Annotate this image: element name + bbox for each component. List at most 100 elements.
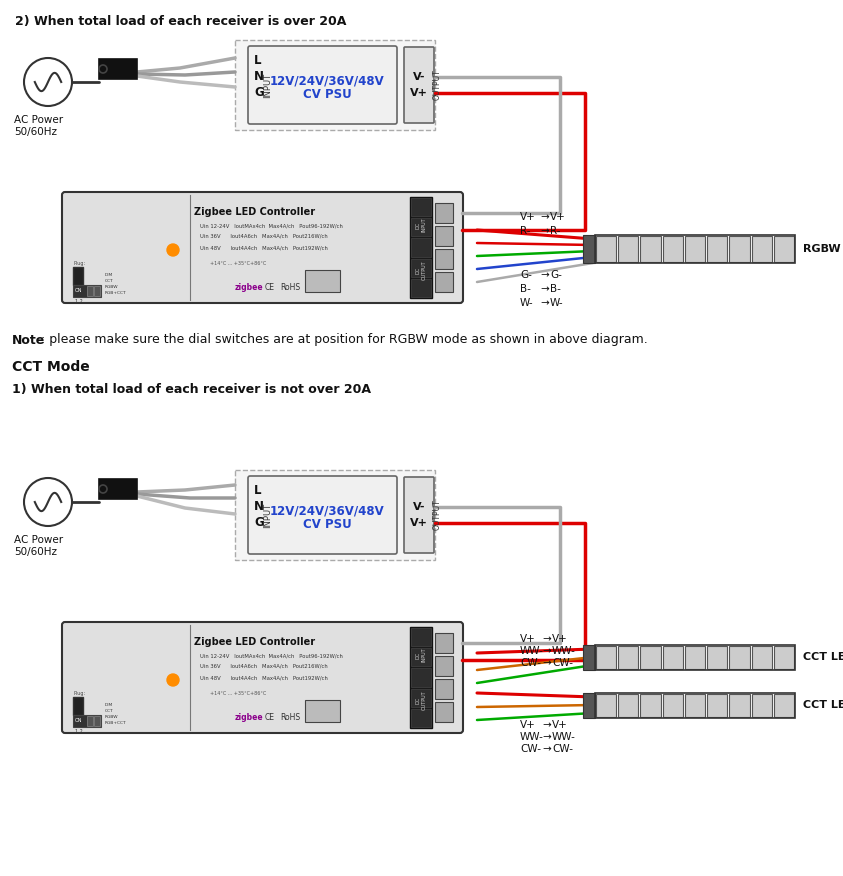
Bar [435,633,453,653]
Text: V-: V- [413,502,425,512]
Text: W-: W- [550,298,564,308]
Text: DIM: DIM [105,703,113,707]
Bar [435,272,453,292]
Text: CW-: CW- [520,744,541,754]
Text: 12V/24V/36V/48V: 12V/24V/36V/48V [270,505,385,518]
Bar [752,236,772,262]
Bar [435,679,453,699]
Text: N: N [254,499,264,512]
Text: L: L [254,484,261,497]
Text: G: G [254,86,264,98]
Bar [435,249,453,269]
Text: WW-: WW- [552,646,576,656]
Bar [618,646,638,669]
Text: V+: V+ [520,212,536,222]
Bar [94,716,100,726]
Text: V+: V+ [520,720,536,730]
Text: RoHS: RoHS [280,283,300,292]
Text: G: G [254,515,264,528]
Bar [99,59,137,79]
Bar [235,470,435,560]
Bar [305,270,340,292]
Bar [774,236,794,262]
Text: ON: ON [75,718,83,724]
Bar [73,267,83,285]
Bar [305,700,340,722]
Text: V+: V+ [410,88,428,98]
Text: R-: R- [550,226,561,236]
Bar [729,236,749,262]
Bar [685,236,705,262]
Text: →: → [542,720,550,730]
Text: Plug:: Plug: [73,691,85,696]
Bar [435,656,453,676]
FancyBboxPatch shape [62,192,463,303]
Text: AC Power
50/60Hz: AC Power 50/60Hz [14,535,63,556]
Text: V+: V+ [410,518,428,528]
Text: B-: B- [550,284,561,294]
Text: 1 2: 1 2 [75,729,83,734]
Text: DC
OUTPUT: DC OUTPUT [416,690,427,710]
FancyBboxPatch shape [248,46,397,124]
Bar [583,235,595,263]
FancyBboxPatch shape [404,477,434,553]
Bar [411,689,431,707]
Text: G-: G- [520,270,532,280]
Text: CW-: CW- [520,658,541,668]
Text: CCT Mode: CCT Mode [12,360,89,374]
Text: W-: W- [520,298,534,308]
Text: CW-: CW- [552,658,573,668]
Circle shape [167,674,179,686]
Text: B-: B- [520,284,531,294]
Bar [641,236,661,262]
Bar [707,694,728,717]
Text: OUTPUT: OUTPUT [433,499,442,530]
Bar [583,693,595,718]
Bar [411,198,431,216]
Text: CE: CE [265,713,275,722]
Text: CV PSU: CV PSU [303,88,352,102]
Text: CCT LED Strip: CCT LED Strip [803,701,843,710]
Text: L: L [254,53,261,67]
Text: →: → [542,744,550,754]
Bar [774,646,794,669]
Text: →: → [540,270,549,280]
Text: +14°C ... +35°C+86°C: +14°C ... +35°C+86°C [210,261,266,266]
Bar [618,694,638,717]
Bar [707,646,728,669]
Text: RGB+CCT: RGB+CCT [105,291,126,295]
Text: →: → [542,732,550,742]
Bar [435,702,453,722]
Text: G-: G- [550,270,562,280]
Text: zigbee: zigbee [235,713,264,722]
Text: Zigbee LED Controller: Zigbee LED Controller [195,637,315,647]
Text: RGBW: RGBW [105,715,119,719]
Bar [596,236,616,262]
Bar [87,716,93,726]
Text: zigbee: zigbee [235,283,264,292]
Text: →: → [540,226,549,236]
Bar [663,236,683,262]
Text: +14°C ... +35°C+86°C: +14°C ... +35°C+86°C [210,691,266,696]
Text: CCT: CCT [105,709,114,713]
Text: 1 2: 1 2 [75,299,83,304]
Text: WW-: WW- [520,646,544,656]
Bar [410,197,432,298]
Text: Uin 36V      Iout4A6ch   Max4A/ch   Pout216W/ch: Uin 36V Iout4A6ch Max4A/ch Pout216W/ch [200,234,328,239]
Text: WW-: WW- [552,732,576,742]
Bar [663,646,683,669]
Text: →: → [542,634,550,644]
Text: V+: V+ [550,212,566,222]
Text: CCT: CCT [105,279,114,283]
Bar [435,226,453,246]
Text: Uin 48V      Iout4A4ch   Max4A/ch   Pout192W/ch: Uin 48V Iout4A4ch Max4A/ch Pout192W/ch [200,245,328,250]
Bar [411,258,431,277]
Text: CE: CE [265,283,275,292]
Text: →: → [540,212,549,222]
Bar [435,203,453,223]
Bar [729,694,749,717]
FancyBboxPatch shape [248,476,397,554]
Bar [235,40,435,130]
Text: AC Power
50/60Hz: AC Power 50/60Hz [14,115,63,137]
Text: DC
INPUT: DC INPUT [416,218,427,232]
